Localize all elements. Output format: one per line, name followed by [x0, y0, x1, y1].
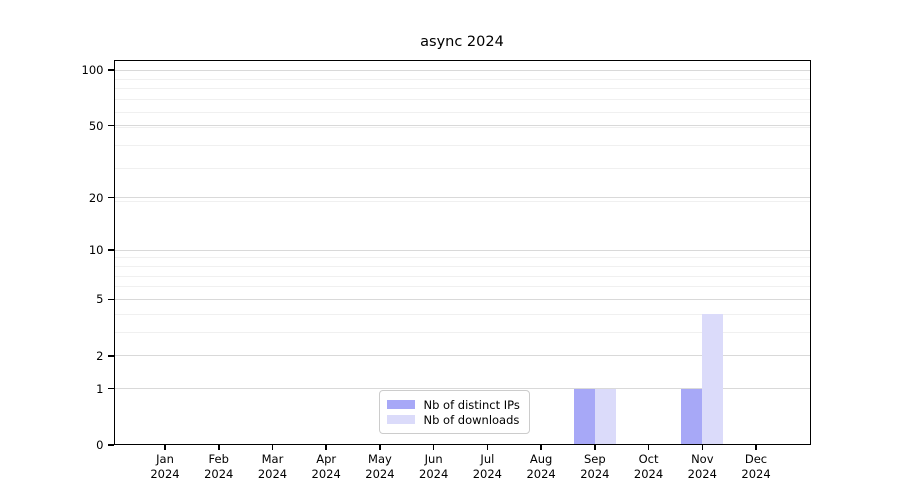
x-axis-tick	[432, 445, 435, 450]
legend-entry: Nb of downloads	[386, 412, 520, 427]
legend-label: Nb of distinct IPs	[423, 397, 520, 412]
x-tick-year: 2024	[365, 466, 395, 481]
x-axis-tick	[701, 445, 704, 450]
gridline-minor	[113, 275, 811, 277]
y-axis-tick-label: 10	[88, 243, 104, 258]
x-axis-tick-label: Jan 2024	[133, 452, 197, 481]
bar-downloads	[594, 388, 616, 445]
x-tick-year: 2024	[419, 466, 449, 481]
gridline-minor	[113, 265, 811, 267]
x-tick-month: Jun	[424, 452, 443, 466]
legend-entry: Nb of distinct IPs	[386, 397, 520, 412]
x-axis-tick	[217, 445, 220, 450]
gridline-minor	[113, 126, 811, 128]
legend-label: Nb of downloads	[423, 412, 520, 427]
x-axis-tick	[755, 445, 757, 450]
plot-area: Nb of distinct IPs Nb of downloads 0 1 2 5 10…	[82, 60, 811, 481]
y-axis-tick	[107, 354, 114, 357]
y-axis-tick	[107, 69, 114, 71]
y-axis-tick	[107, 249, 114, 251]
legend: Nb of distinct IPs Nb of downloads	[378, 390, 530, 434]
gridline-major	[113, 197, 811, 199]
x-tick-year: 2024	[472, 466, 503, 481]
x-axis-tick	[379, 445, 381, 450]
x-tick-month: Oct	[638, 452, 659, 466]
legend-swatch	[386, 415, 415, 424]
gridline-minor	[113, 313, 811, 315]
gridline-major	[113, 298, 811, 300]
x-tick-month: Jul	[480, 452, 495, 466]
y-axis-tick	[107, 124, 114, 127]
y-axis-tick-label: 2	[96, 348, 104, 363]
gridline-major	[113, 249, 811, 251]
x-axis-tick-label: Jul 2024	[455, 452, 519, 481]
x-tick-month: May	[368, 452, 392, 466]
x-axis-tick-label: Dec 2024	[724, 452, 788, 481]
x-tick-year: 2024	[580, 466, 610, 481]
y-axis-tick-label: 20	[88, 190, 104, 205]
gridline-minor	[113, 88, 811, 90]
x-tick-year: 2024	[633, 466, 664, 481]
x-axis-tick	[271, 445, 274, 450]
x-tick-year: 2024	[257, 466, 288, 481]
gridline-major	[113, 355, 811, 357]
gridline-minor	[113, 99, 811, 101]
x-axis-tick	[164, 445, 166, 450]
x-axis-tick-label: Mar 2024	[240, 452, 304, 481]
legend-swatch	[386, 400, 415, 409]
x-axis-tick-label: Apr 2024	[294, 452, 358, 481]
gridline-minor	[113, 144, 811, 146]
x-tick-month: Feb	[208, 452, 229, 466]
x-tick-year: 2024	[204, 466, 234, 481]
x-tick-year: 2024	[687, 466, 717, 481]
chart-title: async 2024	[420, 34, 504, 50]
x-axis-tick	[594, 445, 596, 450]
gridline-minor	[113, 331, 811, 333]
gridline-minor	[113, 257, 811, 259]
y-axis-tick	[107, 298, 114, 301]
y-axis-tick	[107, 196, 114, 199]
x-tick-month: Jan	[156, 452, 174, 466]
x-tick-month: Apr	[316, 452, 337, 466]
x-axis-tick-label: Feb 2024	[187, 452, 251, 481]
x-axis-tick-label: Sep 2024	[563, 452, 627, 481]
gridline-minor	[113, 201, 811, 203]
gridline-major	[113, 125, 811, 127]
x-tick-year: 2024	[311, 466, 341, 481]
x-axis-tick	[325, 445, 327, 450]
bar-downloads	[702, 314, 724, 445]
gridline-major	[113, 388, 811, 390]
x-axis-tick	[486, 445, 489, 450]
bar-distinct-ips	[681, 388, 703, 445]
gridline-minor	[113, 111, 811, 113]
x-tick-month: Mar	[261, 452, 284, 466]
x-tick-year: 2024	[741, 466, 771, 481]
x-axis-tick	[540, 445, 542, 450]
x-axis-tick-label: Oct 2024	[617, 452, 681, 481]
x-tick-month: Sep	[583, 452, 606, 466]
y-axis-tick-label: 0	[96, 438, 104, 452]
gridline-minor	[113, 286, 811, 288]
y-axis-tick-label: 100	[81, 63, 104, 77]
x-tick-year: 2024	[150, 466, 180, 481]
y-axis-tick	[107, 387, 114, 390]
x-axis-tick-label: Jun 2024	[402, 452, 466, 481]
x-tick-month: Nov	[691, 452, 714, 466]
x-axis-tick-label: May 2024	[348, 452, 412, 481]
bar-distinct-ips	[573, 388, 595, 445]
x-tick-month: Dec	[744, 452, 768, 466]
y-axis-tick-label: 1	[96, 381, 104, 396]
x-axis-tick-label: Aug 2024	[509, 452, 573, 481]
x-tick-year: 2024	[526, 466, 556, 481]
gridline-minor	[113, 168, 811, 170]
y-axis-tick-label: 50	[88, 118, 104, 133]
y-axis-tick	[107, 444, 114, 446]
x-axis-tick	[647, 445, 650, 450]
x-axis-tick-label: Nov 2024	[670, 452, 734, 481]
x-tick-month: Aug	[529, 452, 553, 466]
gridline-major	[113, 69, 811, 71]
gridline-minor	[113, 78, 811, 80]
y-axis-tick-label: 5	[96, 292, 104, 307]
